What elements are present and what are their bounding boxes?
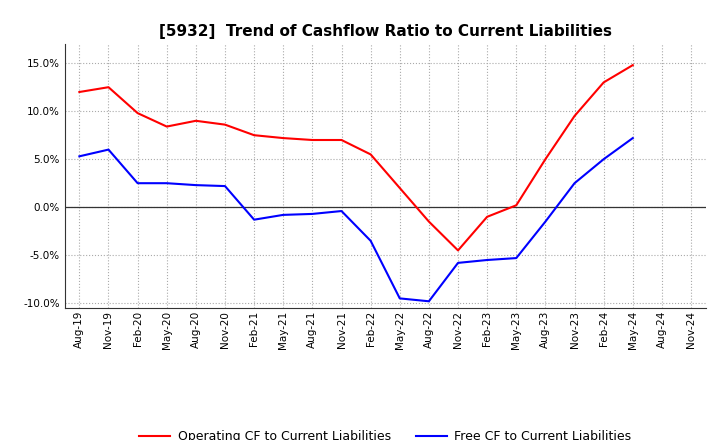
Free CF to Current Liabilities <box>192 183 200 188</box>
Operating CF to Current Liabilities <box>337 137 346 143</box>
Free CF to Current Liabilities <box>599 157 608 162</box>
Free CF to Current Liabilities <box>366 238 375 243</box>
Operating CF to Current Liabilities <box>512 203 521 208</box>
Free CF to Current Liabilities <box>629 136 637 141</box>
Operating CF to Current Liabilities <box>599 80 608 85</box>
Free CF to Current Liabilities <box>337 209 346 214</box>
Free CF to Current Liabilities <box>279 212 287 217</box>
Operating CF to Current Liabilities <box>220 122 229 127</box>
Legend: Operating CF to Current Liabilities, Free CF to Current Liabilities: Operating CF to Current Liabilities, Fre… <box>134 425 636 440</box>
Operating CF to Current Liabilities <box>75 89 84 95</box>
Operating CF to Current Liabilities <box>308 137 317 143</box>
Operating CF to Current Liabilities <box>250 132 258 138</box>
Operating CF to Current Liabilities <box>570 114 579 119</box>
Operating CF to Current Liabilities <box>192 118 200 124</box>
Free CF to Current Liabilities <box>220 183 229 189</box>
Operating CF to Current Liabilities <box>483 214 492 220</box>
Operating CF to Current Liabilities <box>163 124 171 129</box>
Operating CF to Current Liabilities <box>395 185 404 191</box>
Operating CF to Current Liabilities <box>541 157 550 162</box>
Free CF to Current Liabilities <box>308 211 317 216</box>
Operating CF to Current Liabilities <box>629 62 637 68</box>
Free CF to Current Liabilities <box>104 147 113 152</box>
Free CF to Current Liabilities <box>483 257 492 263</box>
Free CF to Current Liabilities <box>570 180 579 186</box>
Free CF to Current Liabilities <box>512 256 521 261</box>
Free CF to Current Liabilities <box>163 180 171 186</box>
Free CF to Current Liabilities <box>541 219 550 224</box>
Operating CF to Current Liabilities <box>366 152 375 157</box>
Operating CF to Current Liabilities <box>279 136 287 141</box>
Free CF to Current Liabilities <box>75 154 84 159</box>
Operating CF to Current Liabilities <box>133 110 142 116</box>
Free CF to Current Liabilities <box>395 296 404 301</box>
Line: Free CF to Current Liabilities: Free CF to Current Liabilities <box>79 138 633 301</box>
Operating CF to Current Liabilities <box>454 248 462 253</box>
Line: Operating CF to Current Liabilities: Operating CF to Current Liabilities <box>79 65 633 250</box>
Free CF to Current Liabilities <box>454 260 462 265</box>
Operating CF to Current Liabilities <box>104 84 113 90</box>
Title: [5932]  Trend of Cashflow Ratio to Current Liabilities: [5932] Trend of Cashflow Ratio to Curren… <box>158 24 612 39</box>
Free CF to Current Liabilities <box>425 299 433 304</box>
Operating CF to Current Liabilities <box>425 219 433 224</box>
Free CF to Current Liabilities <box>133 180 142 186</box>
Free CF to Current Liabilities <box>250 217 258 222</box>
